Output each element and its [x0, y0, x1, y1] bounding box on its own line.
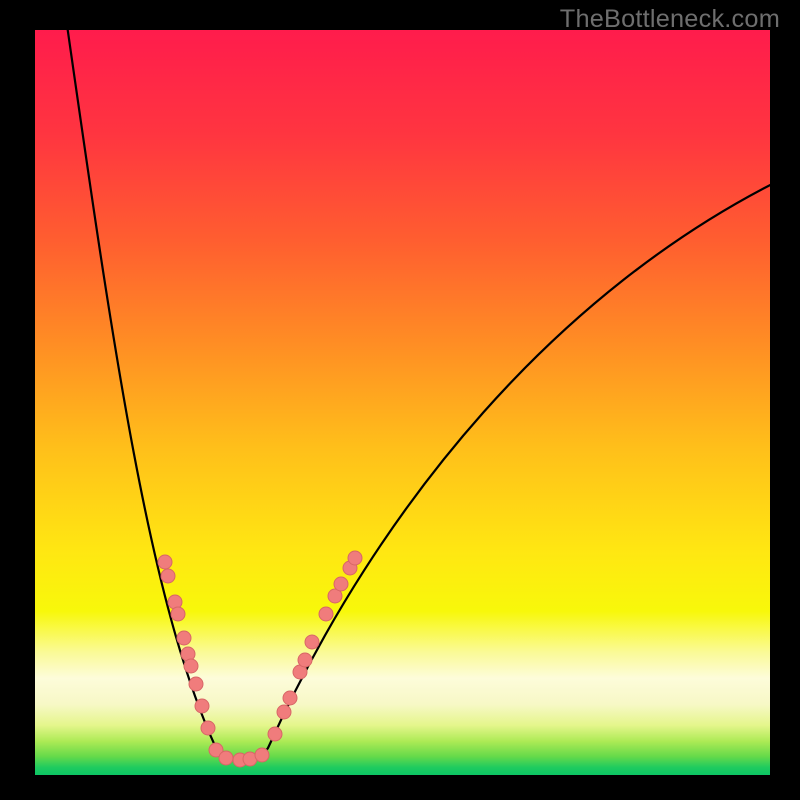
data-point: [219, 751, 233, 765]
data-point: [298, 653, 312, 667]
data-point: [268, 727, 282, 741]
data-point: [277, 705, 291, 719]
watermark-text: TheBottleneck.com: [560, 5, 780, 34]
data-point: [161, 569, 175, 583]
data-point: [348, 551, 362, 565]
data-point: [319, 607, 333, 621]
data-point: [171, 607, 185, 621]
data-point: [334, 577, 348, 591]
data-point: [158, 555, 172, 569]
data-point: [184, 659, 198, 673]
data-point: [177, 631, 191, 645]
data-point: [255, 748, 269, 762]
gradient-plot-area: [35, 30, 770, 775]
data-point: [201, 721, 215, 735]
data-point: [283, 691, 297, 705]
bottleneck-chart: [0, 0, 800, 800]
data-point: [189, 677, 203, 691]
data-point: [195, 699, 209, 713]
data-point: [305, 635, 319, 649]
